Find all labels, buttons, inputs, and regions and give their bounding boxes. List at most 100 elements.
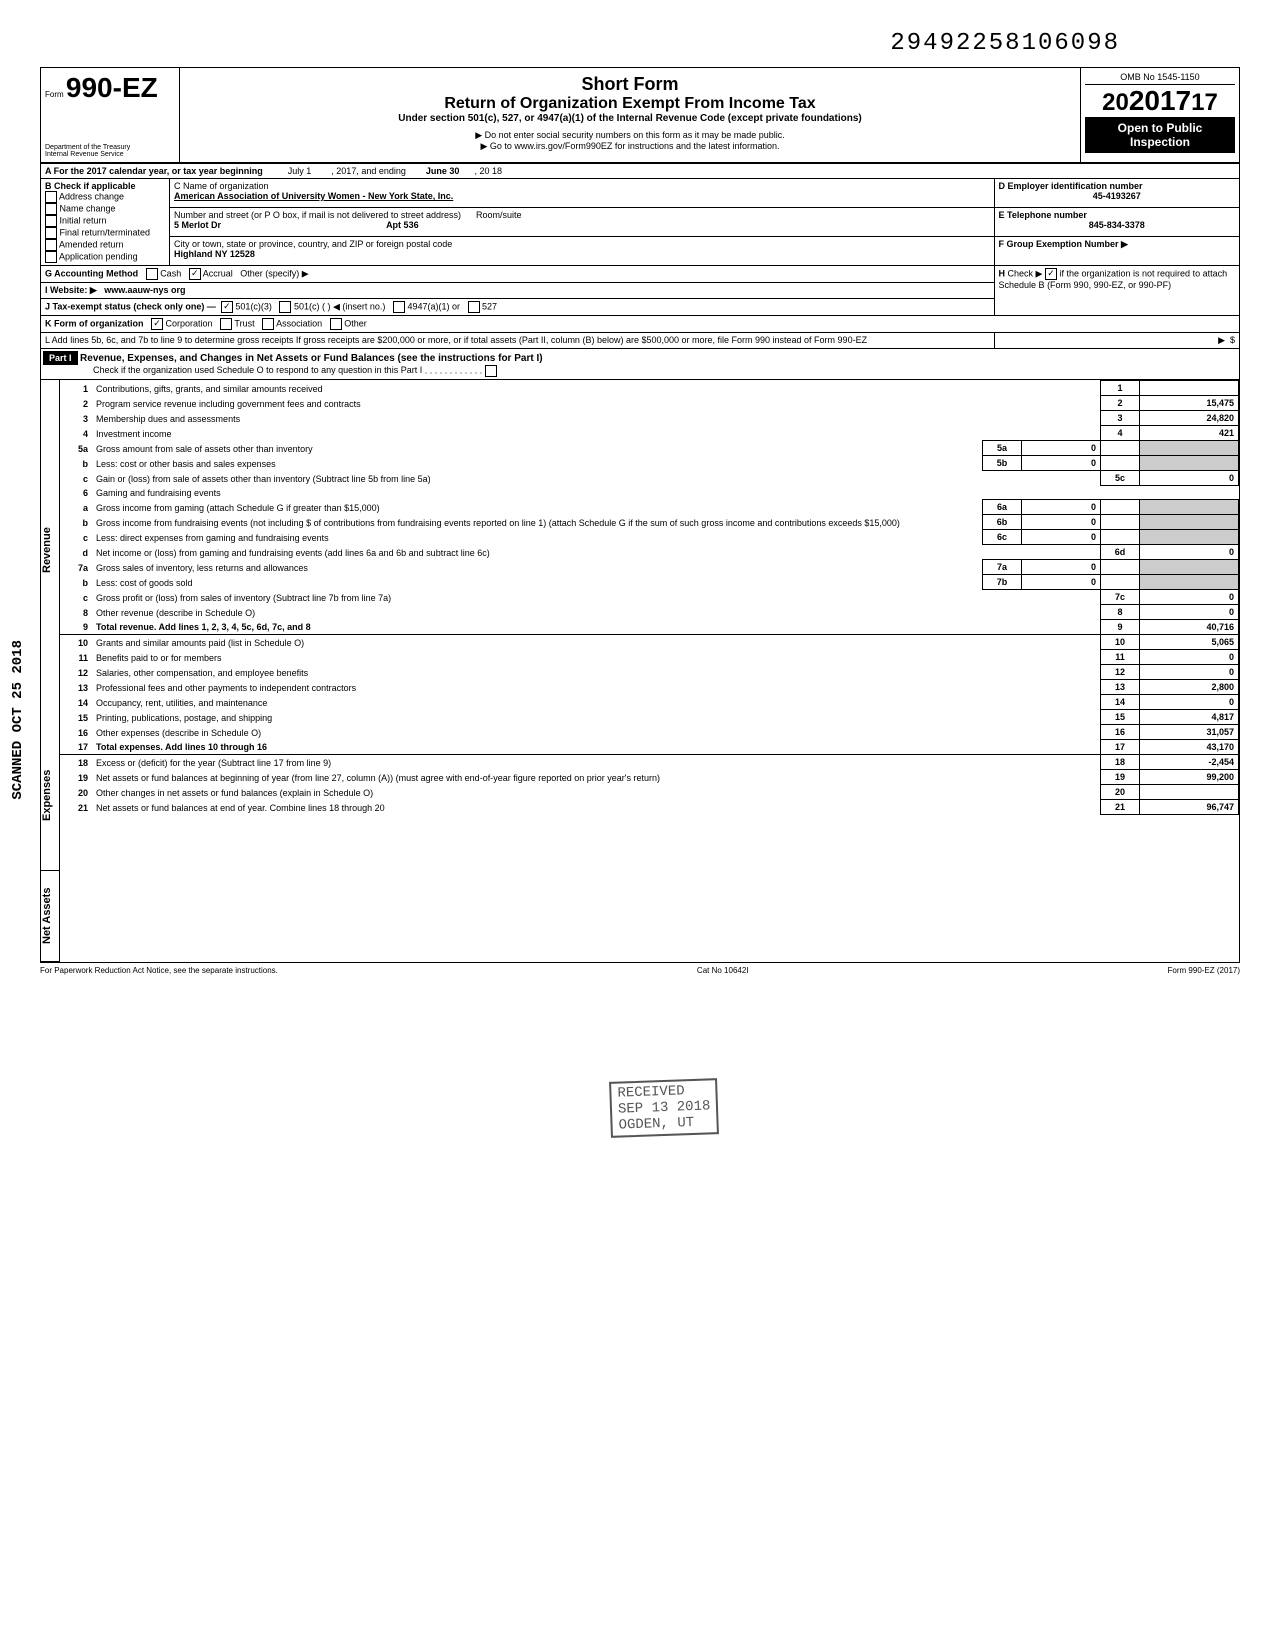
line-row: 15Printing, publications, postage, and s…	[60, 710, 1239, 725]
checkbox-trust[interactable]	[220, 318, 232, 330]
amount: 4,817	[1140, 710, 1239, 725]
amount: 0	[1140, 605, 1239, 620]
box-number: 8	[1101, 605, 1140, 620]
checkbox-assoc[interactable]	[262, 318, 274, 330]
line-row: 14Occupancy, rent, utilities, and mainte…	[60, 695, 1239, 710]
line-row: 13Professional fees and other payments t…	[60, 680, 1239, 695]
box-a-label: A For the 2017 calendar year, or tax yea…	[45, 166, 263, 176]
page-footer: For Paperwork Reduction Act Notice, see …	[40, 963, 1240, 975]
open-public-badge: Open to Public Inspection	[1085, 117, 1235, 153]
checkbox-corp[interactable]: ✓	[151, 318, 163, 330]
amount-shaded	[1140, 560, 1239, 575]
checkbox-501c[interactable]	[279, 301, 291, 313]
amount: 0	[1140, 650, 1239, 665]
line-number: c	[60, 530, 92, 545]
website: www.aauw-nys org	[104, 285, 185, 295]
line-number: b	[60, 515, 92, 530]
line-desc: Net assets or fund balances at beginning…	[92, 770, 983, 785]
line-number: 21	[60, 800, 92, 815]
checkbox-other[interactable]	[330, 318, 342, 330]
footer-mid: Cat No 10642I	[697, 966, 749, 975]
opt-address-change: Address change	[59, 191, 124, 201]
room-suite: Apt 536	[386, 220, 419, 230]
line-number: 5a	[60, 441, 92, 456]
line-desc: Occupancy, rent, utilities, and maintena…	[92, 695, 983, 710]
box-number: 10	[1101, 635, 1140, 650]
checkbox-address-change[interactable]	[45, 191, 57, 203]
box-number-shaded	[1101, 515, 1140, 530]
mid-box-number: 6c	[983, 530, 1022, 545]
opt-cash: Cash	[160, 268, 181, 278]
spacer	[983, 605, 1101, 620]
amount: 31,057	[1140, 725, 1239, 740]
mid-box-number: 6b	[983, 515, 1022, 530]
line-desc: Less: direct expenses from gaming and fu…	[92, 530, 983, 545]
amount: 43,170	[1140, 740, 1239, 755]
line-number: 19	[60, 770, 92, 785]
lines-table: 1Contributions, gifts, grants, and simil…	[60, 380, 1239, 815]
box-number: 2	[1101, 396, 1140, 411]
box-number: 21	[1101, 800, 1140, 815]
checkbox-name-change[interactable]	[45, 203, 57, 215]
line-row: 21Net assets or fund balances at end of …	[60, 800, 1239, 815]
amount	[1140, 785, 1239, 800]
line-desc: Professional fees and other payments to …	[92, 680, 983, 695]
box-a-mid: , 2017, and ending	[331, 166, 406, 176]
checkbox-final-return[interactable]	[45, 227, 57, 239]
mid-amount: 0	[1022, 515, 1101, 530]
line-desc: Gain or (loss) from sale of assets other…	[92, 471, 983, 486]
form-header: Form 990-EZ Department of the Treasury I…	[40, 67, 1240, 163]
line-row: cGross profit or (loss) from sales of in…	[60, 590, 1239, 605]
box-g-label: G Accounting Method	[45, 268, 138, 278]
amount: 0	[1140, 590, 1239, 605]
line-number: 13	[60, 680, 92, 695]
box-h-text: if the organization is not required to a…	[999, 268, 1228, 290]
checkbox-schedule-o[interactable]	[485, 365, 497, 377]
org-name: American Association of University Women…	[174, 191, 453, 201]
box-b-label: B Check if applicable	[45, 181, 136, 191]
spacer	[983, 590, 1101, 605]
line-number: 7a	[60, 560, 92, 575]
line-number: 20	[60, 785, 92, 800]
amount: 5,065	[1140, 635, 1239, 650]
line-number: 14	[60, 695, 92, 710]
box-number: 20	[1101, 785, 1140, 800]
line-number: 3	[60, 411, 92, 426]
tax-year-end-month: June 30	[426, 166, 460, 176]
part1-title: Revenue, Expenses, and Changes in Net As…	[80, 353, 543, 364]
checkbox-501c3[interactable]: ✓	[221, 301, 233, 313]
checkbox-4947[interactable]	[393, 301, 405, 313]
spacer	[983, 471, 1101, 486]
checkbox-initial-return[interactable]	[45, 215, 57, 227]
opt-trust: Trust	[234, 318, 254, 328]
line-number: d	[60, 545, 92, 560]
spacer	[983, 396, 1101, 411]
spacer	[983, 695, 1101, 710]
line-row: 20Other changes in net assets or fund ba…	[60, 785, 1239, 800]
tax-year-end-year: , 20 18	[474, 166, 502, 176]
box-number: 1	[1101, 381, 1140, 396]
checkbox-amended[interactable]	[45, 239, 57, 251]
spacer	[983, 426, 1101, 441]
line-desc: Gross amount from sale of assets other t…	[92, 441, 983, 456]
tax-year-begin: July 1	[288, 166, 312, 176]
short-form-title: Short Form	[186, 74, 1074, 95]
ein: 45-4193267	[1093, 191, 1141, 201]
line-row: 10Grants and similar amounts paid (list …	[60, 635, 1239, 650]
room-label: Room/suite	[476, 210, 522, 220]
expenses-label: Expenses	[41, 720, 59, 871]
checkbox-cash[interactable]	[146, 268, 158, 280]
spacer	[983, 635, 1101, 650]
line-row: 4Investment income4421	[60, 426, 1239, 441]
mid-amount: 0	[1022, 560, 1101, 575]
checkbox-h[interactable]: ✓	[1045, 268, 1057, 280]
checkbox-pending[interactable]	[45, 251, 57, 263]
line-row: dNet income or (loss) from gaming and fu…	[60, 545, 1239, 560]
line-desc: Less: cost of goods sold	[92, 575, 983, 590]
line-number: 10	[60, 635, 92, 650]
line-row: 5aGross amount from sale of assets other…	[60, 441, 1239, 456]
checkbox-accrual[interactable]: ✓	[189, 268, 201, 280]
checkbox-527[interactable]	[468, 301, 480, 313]
amount-shaded	[1140, 530, 1239, 545]
line-row: 9Total revenue. Add lines 1, 2, 3, 4, 5c…	[60, 620, 1239, 635]
